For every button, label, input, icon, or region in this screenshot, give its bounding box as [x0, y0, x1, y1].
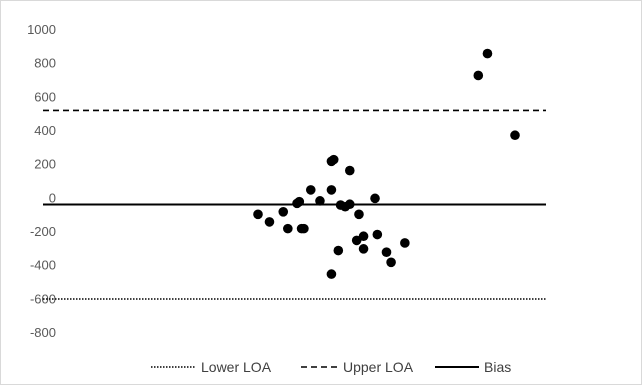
- data-point: [473, 70, 484, 81]
- legend-label: Bias: [484, 359, 511, 375]
- data-point: [253, 209, 263, 220]
- y-tick-label: 400: [34, 123, 56, 138]
- legend: Lower LOA Upper LOA Bias: [151, 359, 511, 375]
- data-point: [294, 196, 305, 207]
- y-tick-label: 600: [34, 89, 56, 104]
- data-point: [344, 165, 355, 176]
- y-tick-label: -400: [30, 258, 56, 273]
- y-tick-label: 1000: [27, 22, 56, 37]
- data-point: [278, 207, 289, 217]
- y-tick-label: -600: [30, 291, 56, 306]
- data-point: [283, 223, 293, 234]
- data-point: [315, 196, 325, 206]
- data-point: [372, 229, 383, 240]
- data-point: [326, 185, 337, 195]
- data-point: [358, 244, 369, 254]
- data-point: [333, 245, 344, 256]
- data-point: [370, 193, 380, 204]
- data-point: [381, 247, 392, 257]
- data-point: [386, 257, 396, 268]
- y-tick-label: 0: [49, 190, 56, 205]
- data-point: [510, 130, 520, 141]
- y-tick-label: -800: [30, 325, 56, 340]
- data-point: [326, 269, 337, 279]
- y-tick-label: 200: [34, 157, 56, 172]
- data-point: [264, 217, 275, 227]
- y-axis-ticks: 1000 800 600 400 200 0 -200 -400 -600 -800: [27, 22, 56, 340]
- legend-label: Lower LOA: [201, 359, 272, 375]
- data-point: [482, 48, 493, 59]
- data-point: [400, 238, 410, 248]
- data-point: [344, 199, 355, 210]
- data-point: [328, 154, 339, 165]
- y-tick-label: 800: [34, 56, 56, 71]
- data-point: [305, 185, 316, 195]
- data-point: [299, 223, 309, 234]
- legend-label: Upper LOA: [343, 359, 414, 375]
- data-point: [351, 235, 362, 246]
- data-point: [358, 231, 369, 242]
- y-tick-label: -200: [30, 224, 56, 239]
- data-points: [253, 48, 520, 279]
- data-point: [354, 209, 364, 220]
